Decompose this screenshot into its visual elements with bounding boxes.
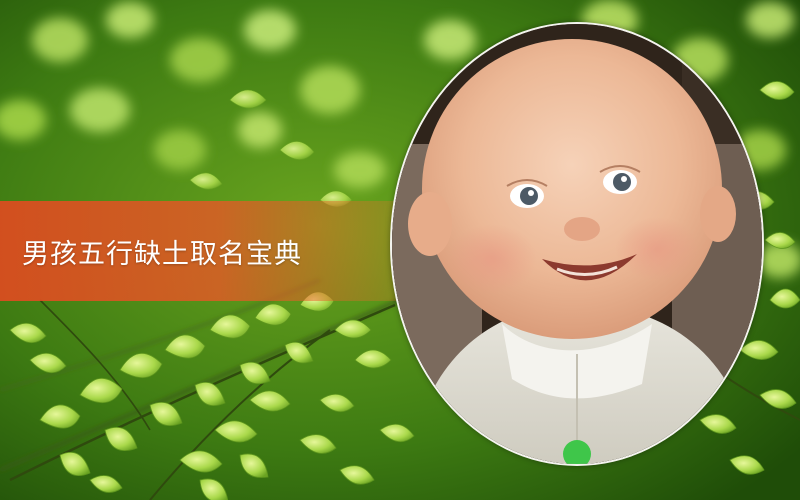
baby-portrait	[390, 22, 764, 466]
title-banner	[0, 201, 400, 301]
page-title: 男孩五行缺土取名宝典	[22, 239, 302, 270]
